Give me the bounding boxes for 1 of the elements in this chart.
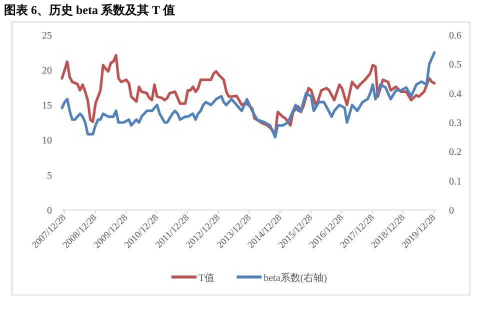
title: 图表 6、历史 beta 系数及其 T 值 xyxy=(4,3,175,17)
